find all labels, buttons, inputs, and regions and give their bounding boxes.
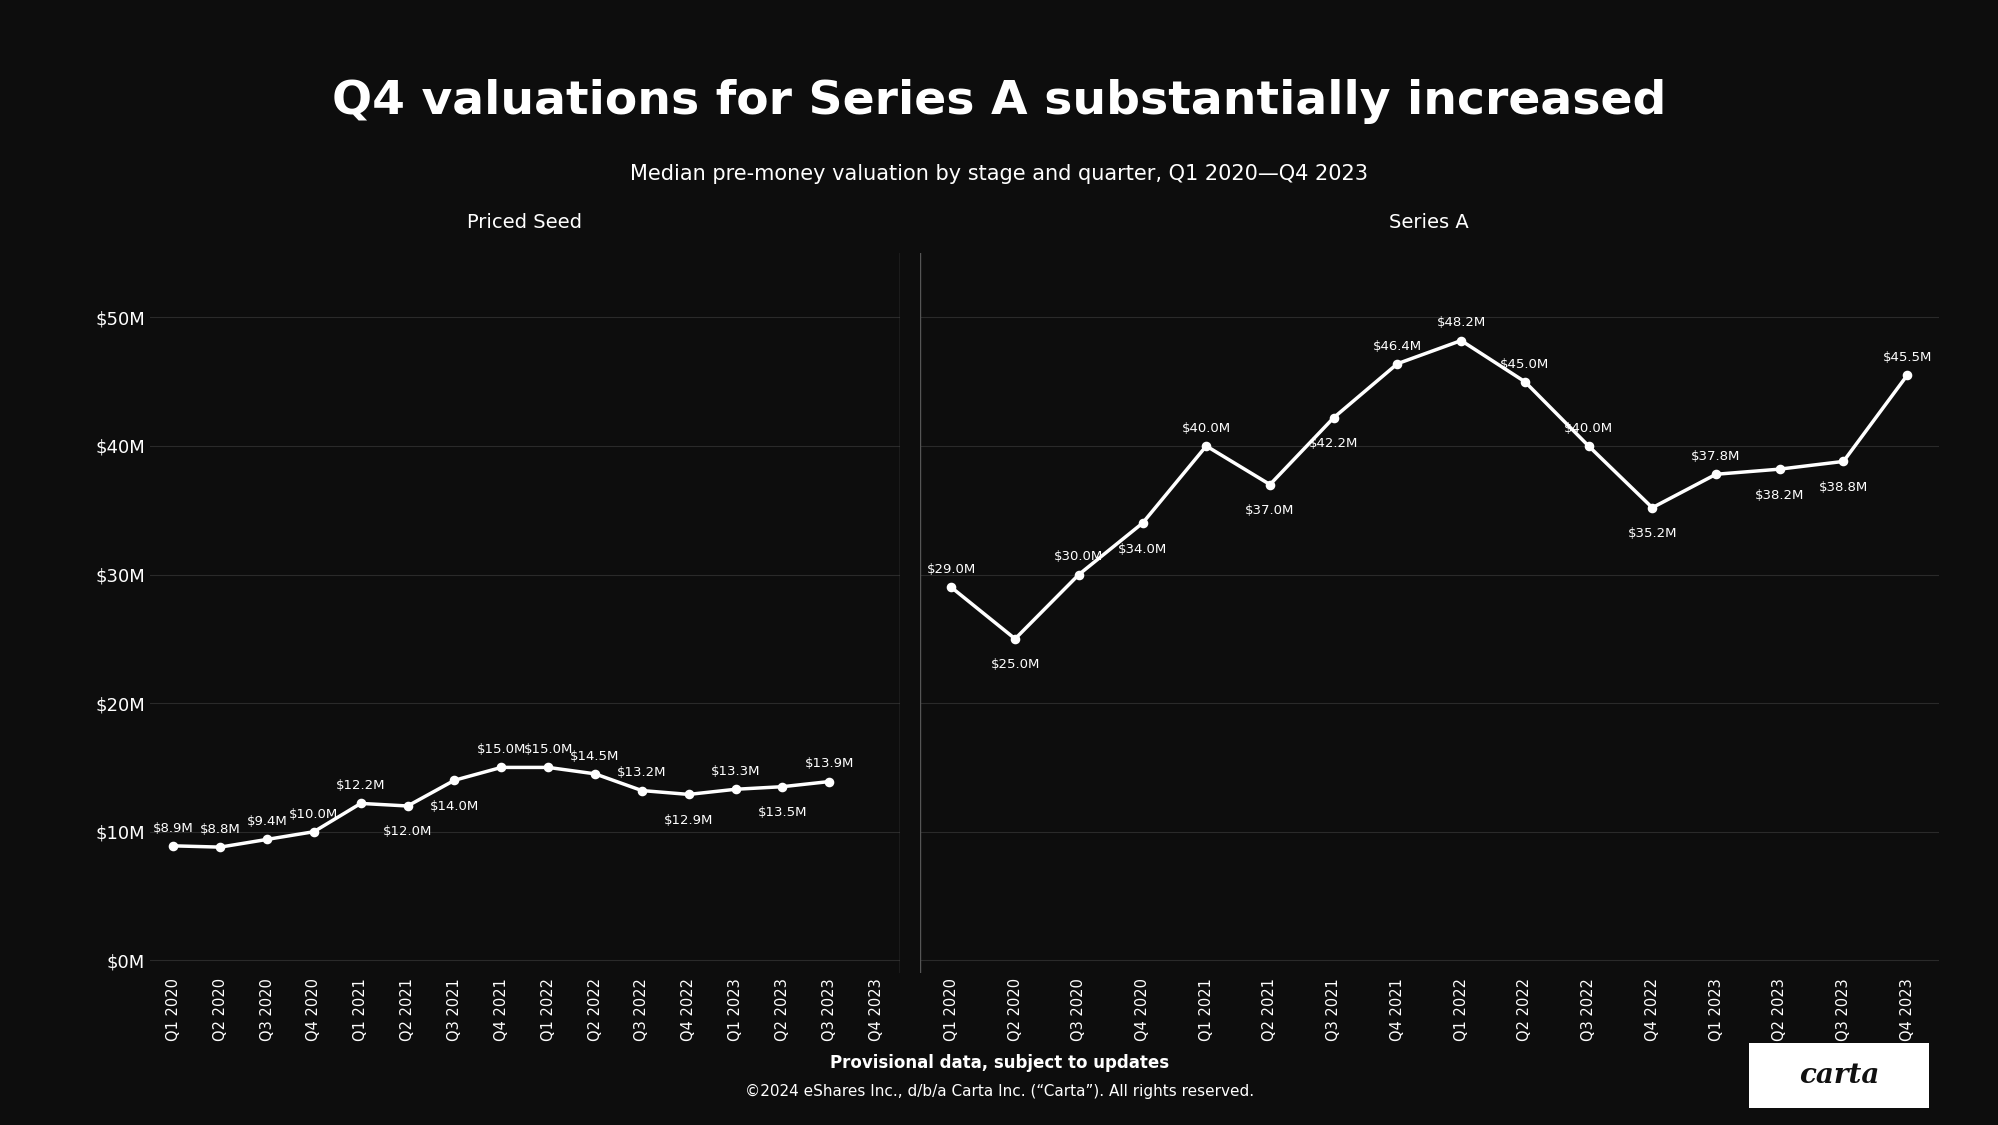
Point (438, 772, 470, 790)
Text: $48.2M: $48.2M (1437, 316, 1485, 330)
Point (298, 822, 330, 840)
Text: $13.3M: $13.3M (711, 765, 759, 778)
Text: $14.0M: $14.0M (430, 800, 480, 812)
Text: $13.5M: $13.5M (757, 807, 807, 819)
Text: $37.0M: $37.0M (1245, 504, 1295, 518)
Text: $9.4M: $9.4M (246, 816, 288, 828)
Point (813, 773, 845, 791)
Text: $46.4M: $46.4M (1373, 340, 1421, 352)
Text: $34.0M: $34.0M (1117, 542, 1167, 556)
Point (625, 782, 657, 800)
Point (1508, 372, 1540, 390)
Text: $35.2M: $35.2M (1626, 528, 1676, 540)
Point (1381, 354, 1413, 372)
Point (719, 781, 751, 799)
Point (1445, 332, 1477, 350)
Text: $14.5M: $14.5M (569, 749, 619, 763)
Text: $42.2M: $42.2M (1309, 438, 1359, 450)
Text: $12.0M: $12.0M (384, 826, 432, 838)
Text: $45.0M: $45.0M (1498, 358, 1548, 370)
Text: Median pre-money valuation by stage and quarter, Q1 2020—Q4 2023: Median pre-money valuation by stage and … (629, 164, 1369, 185)
Point (486, 758, 517, 776)
Point (204, 838, 236, 856)
Point (1063, 566, 1095, 584)
Point (579, 765, 611, 783)
Point (765, 777, 797, 795)
Point (1636, 498, 1668, 516)
Point (344, 794, 376, 812)
Text: $8.8M: $8.8M (200, 824, 240, 836)
Point (1762, 460, 1794, 478)
Text: $15.0M: $15.0M (476, 744, 525, 756)
Point (935, 578, 967, 596)
Text: Q4 valuations for Series A substantially increased: Q4 valuations for Series A substantially… (332, 79, 1666, 124)
Point (1890, 367, 1922, 385)
Point (999, 630, 1031, 648)
Text: Series A: Series A (1389, 213, 1469, 232)
Point (1698, 466, 1730, 484)
Text: $40.0M: $40.0M (1181, 422, 1231, 435)
Text: $13.2M: $13.2M (617, 766, 665, 780)
Text: carta: carta (1798, 1062, 1878, 1089)
Text: $29.0M: $29.0M (927, 564, 975, 576)
Point (158, 837, 190, 855)
Point (1253, 476, 1285, 494)
Point (531, 758, 563, 776)
Text: $38.2M: $38.2M (1754, 488, 1804, 502)
Text: $40.0M: $40.0M (1562, 422, 1612, 435)
Text: $37.8M: $37.8M (1690, 450, 1740, 463)
Text: $45.5M: $45.5M (1882, 351, 1930, 364)
Text: Provisional data, subject to updates: Provisional data, subject to updates (829, 1054, 1169, 1072)
Text: $8.9M: $8.9M (154, 821, 194, 835)
Text: $12.9M: $12.9M (663, 813, 713, 827)
Point (1127, 514, 1159, 532)
Text: ©2024 eShares Inc., d/b/a Carta Inc. (“Carta”). All rights reserved.: ©2024 eShares Inc., d/b/a Carta Inc. (“C… (745, 1083, 1253, 1099)
Text: $25.0M: $25.0M (989, 658, 1039, 672)
Point (1317, 408, 1349, 426)
Text: Priced Seed: Priced Seed (468, 213, 581, 232)
Point (1189, 436, 1221, 454)
Point (392, 796, 424, 814)
Point (252, 830, 284, 848)
Text: $15.0M: $15.0M (523, 744, 573, 756)
Point (673, 785, 705, 803)
Text: $30.0M: $30.0M (1053, 550, 1103, 564)
Text: $10.0M: $10.0M (290, 808, 338, 820)
Point (1826, 452, 1858, 470)
Text: $38.8M: $38.8M (1818, 480, 1868, 494)
Text: $13.9M: $13.9M (803, 757, 853, 771)
Text: $12.2M: $12.2M (336, 780, 386, 792)
Point (1572, 436, 1604, 454)
